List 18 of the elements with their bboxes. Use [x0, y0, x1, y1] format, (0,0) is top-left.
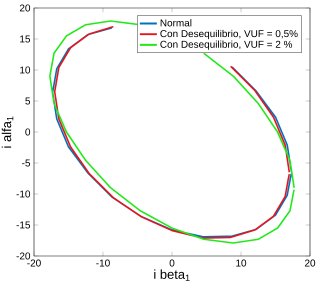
legend-label: Normal [160, 19, 192, 26]
legend-label: Con Desequilibrio, VUF = 0,5% [160, 30, 298, 40]
y-axis-title: i alfa$_{1}$ [2, 116, 14, 148]
x-tick-label: -10 [96, 260, 110, 267]
y-tick-label: 20 [20, 4, 30, 12]
x-axis-title: i beta$_{1}$ [154, 269, 190, 281]
y-tick-label: -10 [16, 190, 30, 198]
x-tick-label: 0 [170, 260, 174, 267]
y-tick-label: 0 [25, 128, 30, 136]
x-tick-label: 10 [236, 260, 246, 267]
y-tick-label: 15 [20, 36, 30, 42]
y-tick-label: 5 [25, 98, 30, 104]
y-tick-label: -5 [22, 160, 30, 166]
y-tick-label: -15 [16, 222, 30, 228]
y-tick-label: -20 [16, 252, 30, 260]
y-tick-label: 10 [20, 66, 30, 74]
legend-label: Con Desequilibrio, VUF = 2 % [160, 40, 292, 50]
x-tick-label: 20 [304, 260, 316, 267]
